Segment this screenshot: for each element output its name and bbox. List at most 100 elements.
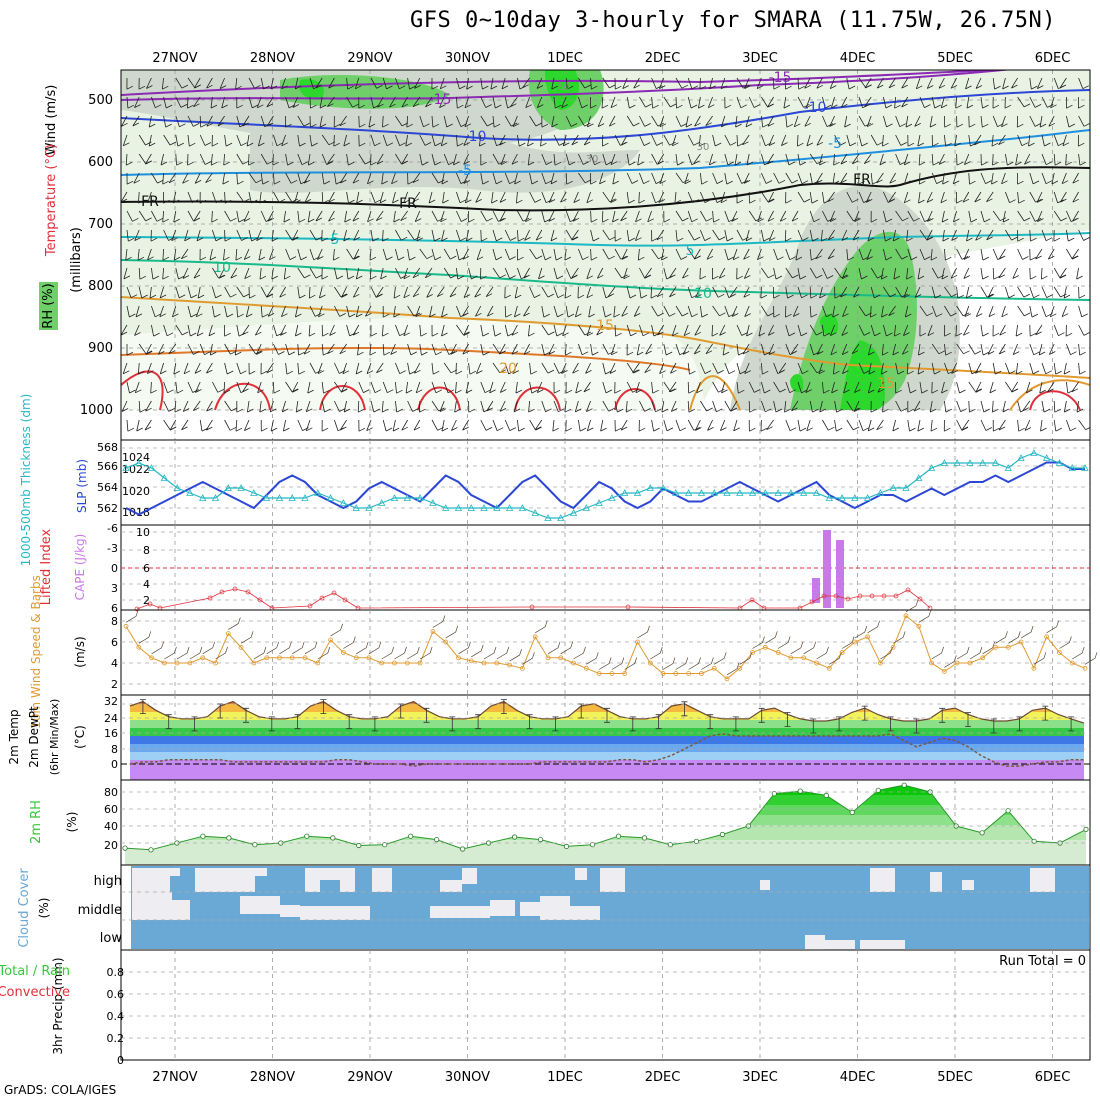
wind-barb bbox=[194, 172, 202, 184]
thickness-marker bbox=[301, 494, 309, 501]
wind10-marker bbox=[532, 634, 538, 640]
wind-barb bbox=[285, 248, 297, 260]
wind-barb bbox=[358, 134, 366, 147]
axis-tick: 1020 bbox=[122, 485, 150, 498]
cloud-gap bbox=[962, 880, 974, 890]
wind-barb bbox=[756, 77, 764, 90]
wind-barb bbox=[888, 77, 896, 89]
rh-marker bbox=[408, 833, 414, 839]
rh-bands bbox=[125, 785, 1086, 865]
wind10-barb bbox=[419, 646, 433, 660]
wind10-barb bbox=[688, 657, 701, 670]
wind-barb bbox=[221, 96, 228, 109]
wind-barb bbox=[797, 286, 808, 299]
wind-barb bbox=[938, 153, 946, 165]
wind-barb bbox=[504, 286, 511, 299]
wind-barb bbox=[866, 248, 873, 260]
wind-barb bbox=[968, 400, 976, 413]
wind-barb bbox=[126, 210, 139, 222]
wind-barb bbox=[280, 324, 287, 336]
wind-barb bbox=[846, 134, 857, 147]
wind10-barb bbox=[279, 641, 292, 655]
li-marker bbox=[893, 593, 899, 599]
wind-barb bbox=[853, 286, 860, 298]
wind-barb bbox=[892, 229, 900, 242]
wind-barb bbox=[785, 419, 797, 432]
thickness-marker bbox=[672, 489, 680, 496]
li-axis-label: Lifted Index bbox=[39, 528, 54, 605]
wind-barb bbox=[651, 229, 658, 242]
wind-barb bbox=[259, 191, 266, 204]
wind-barb bbox=[1024, 153, 1031, 165]
thickness-marker bbox=[147, 464, 156, 471]
wind-barb bbox=[980, 419, 993, 431]
wind-barb bbox=[134, 229, 141, 241]
wind-barb bbox=[785, 77, 792, 90]
wind-barb bbox=[1002, 77, 1009, 90]
wind-barb bbox=[504, 248, 516, 260]
pressure-tick: 700 bbox=[88, 217, 113, 232]
wind10-barb bbox=[356, 641, 369, 655]
wind-barb bbox=[781, 134, 788, 146]
wind-barb bbox=[512, 115, 520, 128]
wind-barb bbox=[712, 305, 726, 317]
wind-barb bbox=[966, 96, 974, 109]
wind-barb bbox=[658, 191, 665, 203]
wind-barb bbox=[234, 343, 242, 356]
wind-barb bbox=[797, 419, 807, 432]
wind-barb bbox=[767, 210, 775, 222]
rh-marker bbox=[148, 847, 154, 853]
wind-barb bbox=[273, 134, 284, 147]
wind-barb bbox=[456, 267, 464, 280]
wind-barb bbox=[639, 267, 651, 279]
minmax-bar bbox=[604, 707, 610, 723]
wind-barb bbox=[724, 305, 735, 318]
thickness-marker bbox=[723, 489, 731, 496]
wind-barb bbox=[834, 419, 843, 432]
wind-barb bbox=[541, 191, 553, 204]
date-label-top: 4DEC bbox=[840, 51, 876, 66]
axis-tick: 8 bbox=[111, 743, 118, 756]
wind-barb bbox=[962, 191, 970, 203]
li-marker bbox=[257, 597, 263, 603]
wind-barb bbox=[1039, 381, 1046, 394]
wind-barb bbox=[736, 362, 747, 375]
wind-barb bbox=[831, 96, 838, 109]
wind-barb bbox=[733, 419, 740, 432]
wind-barb bbox=[797, 153, 807, 166]
wind-barb bbox=[367, 172, 374, 185]
wind-barb bbox=[785, 172, 798, 184]
wind-barb bbox=[259, 400, 266, 413]
wind-barb bbox=[712, 286, 725, 298]
wind-barb bbox=[833, 362, 840, 375]
wind-barb bbox=[431, 343, 442, 356]
wind-barb bbox=[586, 419, 594, 432]
wind-barb bbox=[395, 229, 408, 241]
cloud-axis-label: Cloud Cover bbox=[17, 868, 32, 948]
wind-barb bbox=[321, 419, 329, 432]
wind-barb bbox=[668, 381, 677, 393]
wind-barb bbox=[940, 191, 948, 204]
thickness-marker bbox=[467, 504, 475, 511]
wind-barb bbox=[212, 191, 223, 204]
wind-barb bbox=[841, 229, 849, 241]
wind10-marker bbox=[596, 671, 602, 676]
wind-barb bbox=[468, 210, 475, 223]
wind-barb bbox=[321, 191, 329, 204]
wind-barb bbox=[621, 305, 628, 317]
axis-tick: 0.8 bbox=[107, 966, 125, 979]
wind-barb bbox=[419, 400, 426, 413]
wind-barb bbox=[761, 362, 769, 375]
axis-tick: 0.4 bbox=[107, 1010, 125, 1023]
wind-barb bbox=[626, 362, 640, 374]
wind-barb bbox=[463, 286, 471, 298]
rh-marker bbox=[667, 842, 674, 848]
wind10-barb bbox=[522, 652, 535, 665]
wind-barb bbox=[720, 77, 728, 90]
wind10-barb bbox=[752, 636, 765, 649]
axis-tick: 1024 bbox=[122, 451, 150, 464]
wind-barb bbox=[602, 305, 612, 318]
wind-barb bbox=[565, 153, 576, 166]
wind-barb bbox=[822, 419, 835, 431]
wind10-barb bbox=[483, 646, 497, 660]
